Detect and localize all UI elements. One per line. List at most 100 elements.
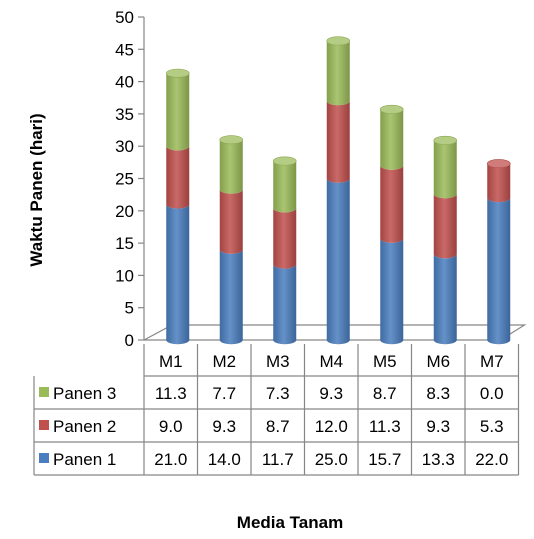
- data-value-label: 9.3: [212, 417, 236, 436]
- bar-stack-m4: [326, 36, 351, 345]
- bar-body: [219, 139, 243, 194]
- y-tick-label: 5: [125, 299, 134, 318]
- bar-segment: [165, 68, 190, 151]
- bar-cap: [219, 135, 244, 145]
- data-value-label: 14.0: [208, 450, 241, 469]
- bar-body: [326, 100, 350, 183]
- data-value-label: 0.0: [480, 384, 504, 403]
- data-value-label: 8.7: [266, 417, 290, 436]
- bar-segment: [219, 249, 243, 345]
- category-label: M6: [426, 352, 450, 371]
- bar-body: [380, 238, 404, 345]
- bar-cap: [272, 156, 297, 166]
- bar-body: [487, 163, 511, 203]
- y-tick-label: 15: [115, 234, 134, 253]
- bar-body: [380, 109, 404, 170]
- y-axis-title: Waktu Panen (hari): [27, 113, 46, 266]
- bar-segment: [433, 254, 457, 345]
- bar-body: [273, 264, 297, 345]
- bar-stack-m6: [433, 135, 458, 345]
- bar-cap: [433, 135, 458, 145]
- bar-segment: [219, 135, 244, 194]
- bar-segment: [487, 197, 511, 345]
- data-value-label: 8.3: [426, 384, 450, 403]
- bar-body: [219, 189, 243, 254]
- y-tick-label: 10: [115, 266, 134, 285]
- data-value-label: 9.0: [159, 417, 183, 436]
- data-value-label: 9.3: [426, 417, 450, 436]
- category-label: M5: [373, 352, 397, 371]
- bar-stack-m7: [486, 159, 511, 345]
- y-tick-label: 25: [115, 170, 134, 189]
- legend-label: Panen 3: [53, 384, 116, 403]
- category-label: M7: [480, 352, 504, 371]
- bar-body: [326, 40, 350, 106]
- bar-body: [487, 197, 511, 345]
- category-label: M3: [266, 352, 290, 371]
- legend-swatch: [39, 387, 49, 397]
- legend-swatch: [39, 453, 49, 463]
- bar-body: [380, 165, 404, 243]
- x-axis-title: Media Tanam: [237, 513, 343, 532]
- data-value-label: 7.3: [266, 384, 290, 403]
- legend-label: Panen 2: [53, 417, 116, 436]
- bar-segment: [272, 156, 297, 213]
- legend-swatch: [39, 420, 49, 430]
- bar-segment: [326, 36, 351, 106]
- bar-cap: [326, 36, 351, 46]
- bar-cap: [165, 68, 190, 78]
- bar-cap: [379, 104, 404, 114]
- bar-body: [433, 140, 457, 199]
- legend-label: Panen 1: [53, 450, 116, 469]
- bar-segment: [326, 178, 350, 345]
- bar-body: [166, 146, 190, 209]
- data-value-label: 11.7: [262, 450, 294, 469]
- bar-body: [219, 249, 243, 345]
- data-value-label: 13.3: [422, 450, 455, 469]
- data-value-label: 8.7: [373, 384, 397, 403]
- data-value-label: 15.7: [368, 450, 401, 469]
- data-value-label: 9.3: [319, 384, 343, 403]
- bar-stack-m1: [165, 68, 190, 345]
- data-value-label: 12.0: [315, 417, 348, 436]
- y-tick-label: 20: [115, 202, 134, 221]
- data-value-label: 11.3: [155, 384, 187, 403]
- bar-segment: [273, 208, 297, 269]
- bar-segment: [326, 100, 350, 183]
- bar-segment: [379, 104, 404, 170]
- y-tick-label: 0: [125, 331, 134, 350]
- bars: [165, 36, 511, 345]
- data-value-label: 25.0: [315, 450, 348, 469]
- y-axis-ticks: 0 5 10 15 20 25 30 35 40 45 50: [115, 8, 144, 350]
- bar-body: [326, 178, 350, 345]
- bar-segment: [380, 238, 404, 345]
- bar-segment: [433, 194, 457, 259]
- bar-segment: [433, 135, 458, 199]
- bar-body: [166, 73, 190, 151]
- bar-body: [433, 194, 457, 259]
- y-tick-label: 30: [115, 137, 134, 156]
- bar-body: [166, 204, 190, 345]
- bar-body: [273, 208, 297, 269]
- bar-stack-m2: [219, 135, 244, 345]
- category-label: M1: [159, 352, 183, 371]
- bar-segment: [219, 189, 243, 254]
- bar-segment: [166, 146, 190, 209]
- y-tick-label: 35: [115, 105, 134, 124]
- bar-stack-m3: [272, 156, 297, 345]
- category-label: M4: [319, 352, 343, 371]
- bar-body: [273, 161, 297, 213]
- bar-cap: [486, 159, 511, 169]
- bar-stack-m5: [379, 104, 404, 345]
- data-value-label: 21.0: [154, 450, 187, 469]
- data-value-label: 11.3: [369, 417, 401, 436]
- bar-segment: [486, 159, 511, 203]
- bar-segment: [380, 165, 404, 243]
- bar-segment: [166, 204, 190, 345]
- y-tick-label: 50: [115, 8, 134, 27]
- data-table: M1 M2 M3 M4 M5 M6 M7 Panen 3 11.3 7.7 7.3 9.3 8.7 8.3…: [33, 344, 520, 476]
- bar-body: [433, 254, 457, 345]
- data-value-label: 22.0: [475, 450, 508, 469]
- y-tick-label: 45: [115, 40, 134, 59]
